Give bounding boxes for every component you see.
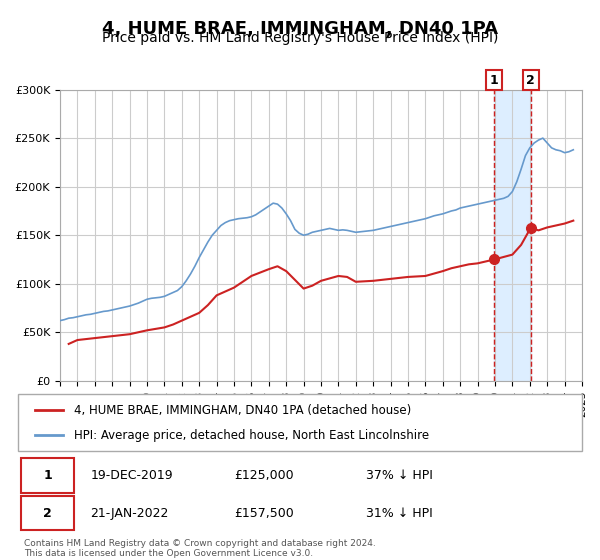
Text: Contains HM Land Registry data © Crown copyright and database right 2024.
This d: Contains HM Land Registry data © Crown c…: [24, 539, 376, 558]
Text: 31% ↓ HPI: 31% ↓ HPI: [366, 507, 433, 520]
Text: 37% ↓ HPI: 37% ↓ HPI: [366, 469, 433, 482]
Text: 1: 1: [490, 74, 499, 87]
Text: 2: 2: [526, 74, 535, 87]
FancyBboxPatch shape: [21, 458, 74, 493]
FancyBboxPatch shape: [21, 496, 74, 530]
Text: £157,500: £157,500: [234, 507, 293, 520]
Text: 19-DEC-2019: 19-DEC-2019: [90, 469, 173, 482]
Text: Price paid vs. HM Land Registry's House Price Index (HPI): Price paid vs. HM Land Registry's House …: [102, 31, 498, 45]
Text: 4, HUME BRAE, IMMINGHAM, DN40 1PA (detached house): 4, HUME BRAE, IMMINGHAM, DN40 1PA (detac…: [74, 404, 411, 417]
Text: 4, HUME BRAE, IMMINGHAM, DN40 1PA: 4, HUME BRAE, IMMINGHAM, DN40 1PA: [102, 20, 498, 38]
Text: £125,000: £125,000: [234, 469, 293, 482]
FancyBboxPatch shape: [19, 394, 581, 451]
Text: HPI: Average price, detached house, North East Lincolnshire: HPI: Average price, detached house, Nort…: [74, 428, 429, 442]
Text: 1: 1: [43, 469, 52, 482]
Text: 21-JAN-2022: 21-JAN-2022: [90, 507, 169, 520]
Bar: [494, 90, 530, 381]
Text: 2: 2: [43, 507, 52, 520]
